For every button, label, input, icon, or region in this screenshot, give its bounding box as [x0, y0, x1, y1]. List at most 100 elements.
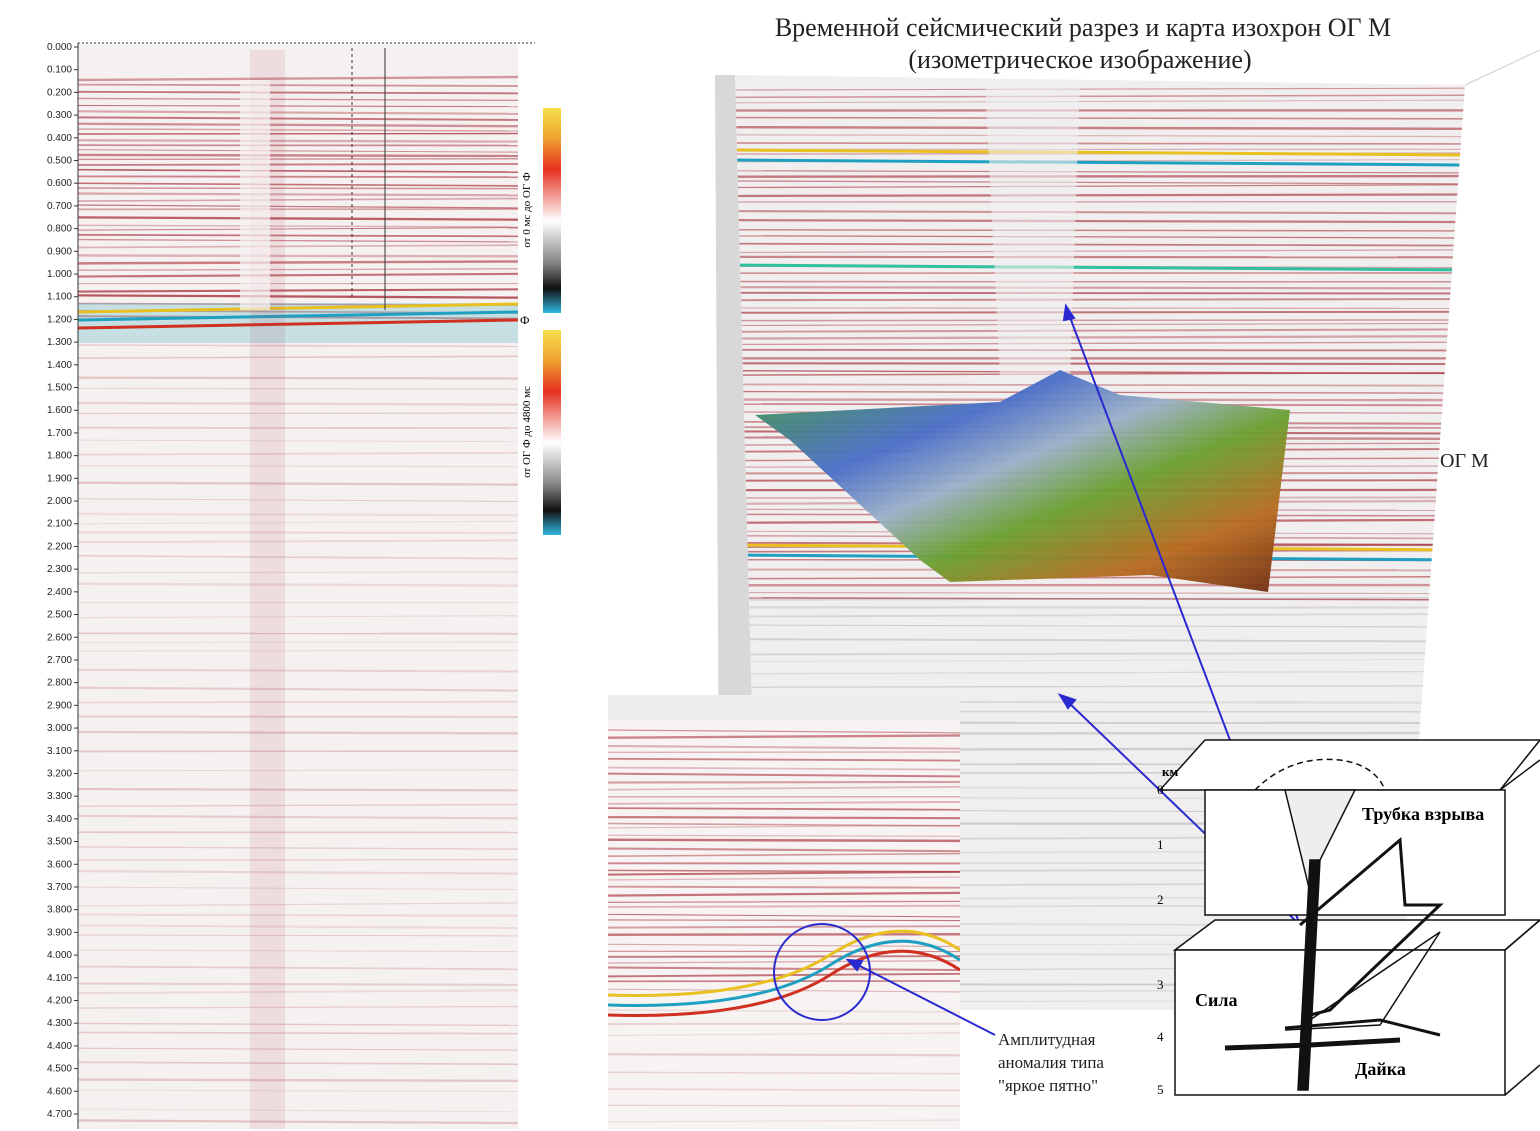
trace — [78, 1080, 518, 1081]
time-label: 0.700 — [47, 201, 72, 212]
gap — [240, 80, 270, 310]
time-label: 2.100 — [47, 519, 72, 530]
time-label: 3.100 — [47, 746, 72, 757]
time-label: 0.400 — [47, 133, 72, 144]
time-label: 1.600 — [47, 405, 72, 416]
time-label: 3.400 — [47, 814, 72, 825]
inset-header — [608, 695, 960, 720]
time-label: 3.600 — [47, 859, 72, 870]
time-label: 2.700 — [47, 655, 72, 666]
time-label: 4.500 — [47, 1064, 72, 1075]
depth-label: 3 — [1157, 977, 1164, 992]
time-label: 0.600 — [47, 178, 72, 189]
diagram-label: Трубка взрыва — [1362, 804, 1484, 824]
trace — [730, 320, 1470, 321]
trace — [730, 299, 1470, 300]
trace — [78, 732, 518, 733]
time-label: 0.000 — [47, 42, 72, 53]
trace — [608, 817, 960, 818]
time-label: 2.900 — [47, 700, 72, 711]
trace — [730, 350, 1470, 351]
time-label: 4.100 — [47, 973, 72, 984]
trace — [730, 176, 1470, 177]
trace — [730, 194, 1470, 196]
trace — [608, 782, 960, 783]
trace — [78, 651, 518, 652]
horizon-label: ОГ М — [1440, 450, 1489, 472]
trace — [78, 378, 518, 379]
trace — [730, 363, 1470, 364]
colorbar — [543, 108, 561, 313]
time-label: 2.200 — [47, 541, 72, 552]
trace — [78, 164, 518, 165]
trace — [78, 466, 518, 467]
trace — [730, 293, 1470, 294]
time-label: 1.000 — [47, 269, 72, 280]
trace — [78, 155, 518, 156]
title: (изометрическое изображение) — [908, 45, 1251, 74]
time-label: 0.500 — [47, 156, 72, 167]
time-label: 3.500 — [47, 837, 72, 848]
trace — [730, 312, 1470, 313]
diagram-label: Сила — [1195, 990, 1237, 1010]
time-label: 0.300 — [47, 110, 72, 121]
time-label: 4.300 — [47, 1018, 72, 1029]
trace — [608, 956, 960, 957]
trace — [730, 127, 1470, 129]
colorbar-caption: от ОГ Ф до 4800 мс — [521, 386, 533, 478]
trace — [78, 159, 518, 160]
time-label: 3.300 — [47, 791, 72, 802]
trace — [730, 143, 1470, 144]
trace — [608, 887, 960, 888]
time-label: 1.700 — [47, 428, 72, 439]
depth-label: 2 — [1157, 892, 1164, 907]
trace — [78, 532, 518, 533]
time-label: 3.200 — [47, 768, 72, 779]
time-label: 2.300 — [47, 564, 72, 575]
trace — [78, 1032, 518, 1033]
time-label: 4.600 — [47, 1086, 72, 1097]
time-label: 3.000 — [47, 723, 72, 734]
time-label: 1.200 — [47, 314, 72, 325]
trace — [78, 860, 518, 861]
trace — [608, 920, 960, 921]
figure: 0.0000.1000.2000.3000.4000.5000.6000.700… — [0, 0, 1540, 1131]
trace — [608, 840, 960, 841]
time-label: 0.100 — [47, 65, 72, 76]
diagram-label: Дайка — [1355, 1059, 1406, 1079]
title: Временной сейсмический разрез и карта из… — [775, 13, 1391, 42]
trace — [78, 255, 518, 256]
trace — [78, 789, 518, 790]
trace — [78, 140, 518, 141]
trace — [78, 514, 518, 515]
colorbar — [543, 330, 561, 535]
trace — [78, 188, 518, 189]
time-label: 3.800 — [47, 905, 72, 916]
time-label: 1.500 — [47, 383, 72, 394]
depth-label: 5 — [1157, 1082, 1164, 1097]
time-label: 3.900 — [47, 927, 72, 938]
time-label: 4.700 — [47, 1109, 72, 1120]
trace — [78, 702, 518, 703]
time-label: 1.800 — [47, 451, 72, 462]
horizon-label: Ф — [520, 313, 529, 327]
depth-label: 1 — [1157, 837, 1164, 852]
time-label: 1.300 — [47, 337, 72, 348]
depth-label: 0 — [1157, 782, 1164, 797]
trace — [608, 1105, 960, 1106]
trace — [608, 906, 960, 907]
time-label: 2.500 — [47, 610, 72, 621]
trace — [730, 287, 1470, 288]
depth-label: 4 — [1157, 1029, 1164, 1044]
trace — [78, 984, 518, 985]
chimney — [985, 80, 1080, 380]
trace — [78, 642, 518, 643]
time-label: 2.400 — [47, 587, 72, 598]
trace — [78, 403, 518, 405]
time-label: 0.800 — [47, 224, 72, 235]
time-label: 1.900 — [47, 473, 72, 484]
colorbar-caption: от 0 мс до ОГ Ф — [521, 172, 533, 248]
annotation: Амплитудная аномалия типа "яркое пятно" — [998, 1030, 1108, 1095]
trace — [608, 1054, 960, 1055]
time-label: 2.600 — [47, 632, 72, 643]
